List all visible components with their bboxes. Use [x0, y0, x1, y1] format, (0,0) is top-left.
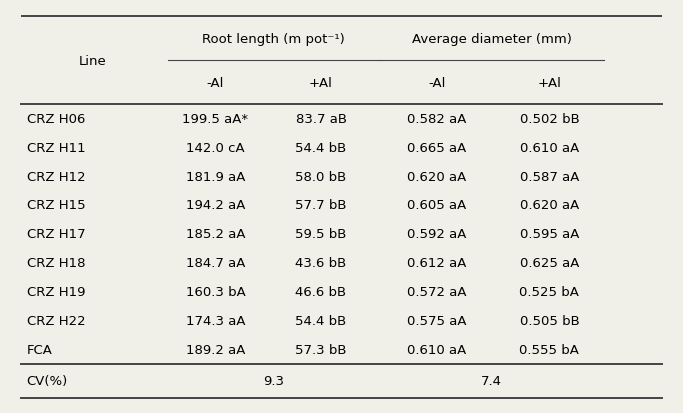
Text: CRZ H19: CRZ H19	[27, 285, 85, 298]
Text: 0.525 bA: 0.525 bA	[520, 285, 579, 298]
Text: CRZ H22: CRZ H22	[27, 314, 85, 327]
Text: 0.572 aA: 0.572 aA	[407, 285, 466, 298]
Text: -Al: -Al	[428, 76, 445, 89]
Text: 199.5 aA*: 199.5 aA*	[182, 113, 249, 126]
Text: +Al: +Al	[538, 76, 561, 89]
Text: 181.9 aA: 181.9 aA	[186, 170, 245, 183]
Text: -Al: -Al	[207, 76, 224, 89]
Text: 58.0 bB: 58.0 bB	[296, 170, 347, 183]
Text: 46.6 bB: 46.6 bB	[296, 285, 346, 298]
Text: 57.7 bB: 57.7 bB	[295, 199, 347, 212]
Text: 7.4: 7.4	[481, 374, 502, 387]
Text: 189.2 aA: 189.2 aA	[186, 343, 245, 356]
Text: 184.7 aA: 184.7 aA	[186, 256, 245, 269]
Text: 194.2 aA: 194.2 aA	[186, 199, 245, 212]
Text: 142.0 cA: 142.0 cA	[186, 141, 245, 154]
Text: 43.6 bB: 43.6 bB	[296, 256, 347, 269]
Text: 0.665 aA: 0.665 aA	[407, 141, 466, 154]
Text: CV(%): CV(%)	[27, 374, 68, 387]
Text: Average diameter (mm): Average diameter (mm)	[412, 33, 572, 45]
Text: CRZ H17: CRZ H17	[27, 228, 85, 241]
Text: +Al: +Al	[309, 76, 333, 89]
Text: 0.612 aA: 0.612 aA	[407, 256, 466, 269]
Text: 0.605 aA: 0.605 aA	[407, 199, 466, 212]
Text: 0.582 aA: 0.582 aA	[407, 113, 466, 126]
Text: 0.620 aA: 0.620 aA	[520, 199, 579, 212]
Text: Root length (m pot⁻¹): Root length (m pot⁻¹)	[202, 33, 345, 45]
Text: 0.595 aA: 0.595 aA	[520, 228, 579, 241]
Text: 0.587 aA: 0.587 aA	[520, 170, 579, 183]
Text: 59.5 bB: 59.5 bB	[295, 228, 347, 241]
Text: 0.575 aA: 0.575 aA	[407, 314, 466, 327]
Text: CRZ H11: CRZ H11	[27, 141, 85, 154]
Text: 0.620 aA: 0.620 aA	[407, 170, 466, 183]
Text: 54.4 bB: 54.4 bB	[296, 314, 347, 327]
Text: FCA: FCA	[27, 343, 53, 356]
Text: 0.610 aA: 0.610 aA	[520, 141, 579, 154]
Text: CRZ H18: CRZ H18	[27, 256, 85, 269]
Text: 0.625 aA: 0.625 aA	[520, 256, 579, 269]
Text: 185.2 aA: 185.2 aA	[186, 228, 245, 241]
Text: 0.555 bA: 0.555 bA	[520, 343, 579, 356]
Text: 83.7 aB: 83.7 aB	[296, 113, 346, 126]
Text: 9.3: 9.3	[263, 374, 284, 387]
Text: 160.3 bA: 160.3 bA	[186, 285, 245, 298]
Text: 0.592 aA: 0.592 aA	[407, 228, 466, 241]
Text: CRZ H15: CRZ H15	[27, 199, 85, 212]
Text: 57.3 bB: 57.3 bB	[295, 343, 347, 356]
Text: 174.3 aA: 174.3 aA	[186, 314, 245, 327]
Text: CRZ H06: CRZ H06	[27, 113, 85, 126]
Text: 54.4 bB: 54.4 bB	[296, 141, 347, 154]
Text: 0.505 bB: 0.505 bB	[520, 314, 579, 327]
Text: CRZ H12: CRZ H12	[27, 170, 85, 183]
Text: 0.502 bB: 0.502 bB	[520, 113, 579, 126]
Text: Line: Line	[79, 55, 107, 67]
Text: 0.610 aA: 0.610 aA	[407, 343, 466, 356]
